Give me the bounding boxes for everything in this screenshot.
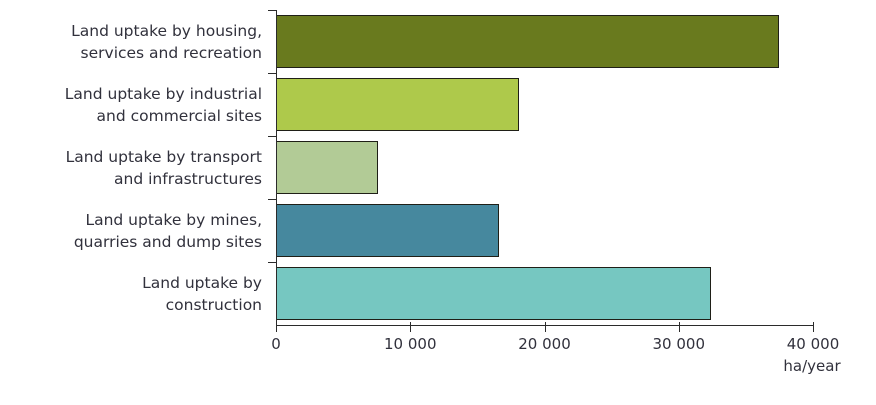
- category-label: Land uptake by industrial and commercial …: [0, 73, 262, 136]
- y-category-tick: [268, 10, 276, 11]
- category-label: Land uptake by mines, quarries and dump s…: [0, 199, 262, 262]
- bar: [276, 141, 379, 194]
- y-category-tick: [268, 262, 276, 263]
- y-axis-spine: [276, 10, 277, 325]
- bar: [276, 204, 499, 257]
- category-label: Land uptake by housing, services and recr…: [0, 10, 262, 73]
- category-label-line: and commercial sites: [96, 106, 263, 125]
- x-tick-label: 10 000: [384, 335, 437, 353]
- y-category-tick: [268, 136, 276, 137]
- category-label-line: and infrastructures: [114, 169, 262, 188]
- y-category-tick: [268, 73, 276, 74]
- bar: [276, 267, 711, 320]
- bar: [276, 15, 780, 68]
- x-tick-label: 0: [271, 335, 281, 353]
- x-tick: [678, 322, 680, 332]
- category-label-line: construction: [165, 295, 262, 314]
- x-tick: [276, 322, 277, 332]
- category-label: Land uptake by construction: [0, 262, 262, 325]
- x-tick-label: 20 000: [518, 335, 571, 353]
- category-label-line: Land uptake by housing,: [71, 21, 262, 40]
- category-label-line: Land uptake by: [142, 273, 262, 292]
- x-tick-label: 30 000: [652, 335, 706, 353]
- x-axis-unit-label: ha/year: [783, 357, 841, 375]
- category-label-line: services and recreation: [80, 43, 262, 62]
- category-label-line: Land uptake by transport: [65, 147, 262, 166]
- y-category-tick: [268, 199, 276, 200]
- category-label-line: Land uptake by industrial: [64, 84, 262, 103]
- x-tick: [813, 322, 814, 332]
- x-tick: [410, 322, 412, 332]
- bar: [276, 78, 519, 131]
- category-label-line: Land uptake by mines,: [85, 210, 262, 229]
- category-label: Land uptake by transport and infrastructu…: [0, 136, 262, 199]
- category-label-line: quarries and dump sites: [73, 232, 262, 251]
- x-tick: [544, 322, 546, 332]
- x-tick-label: 40 000: [786, 335, 840, 353]
